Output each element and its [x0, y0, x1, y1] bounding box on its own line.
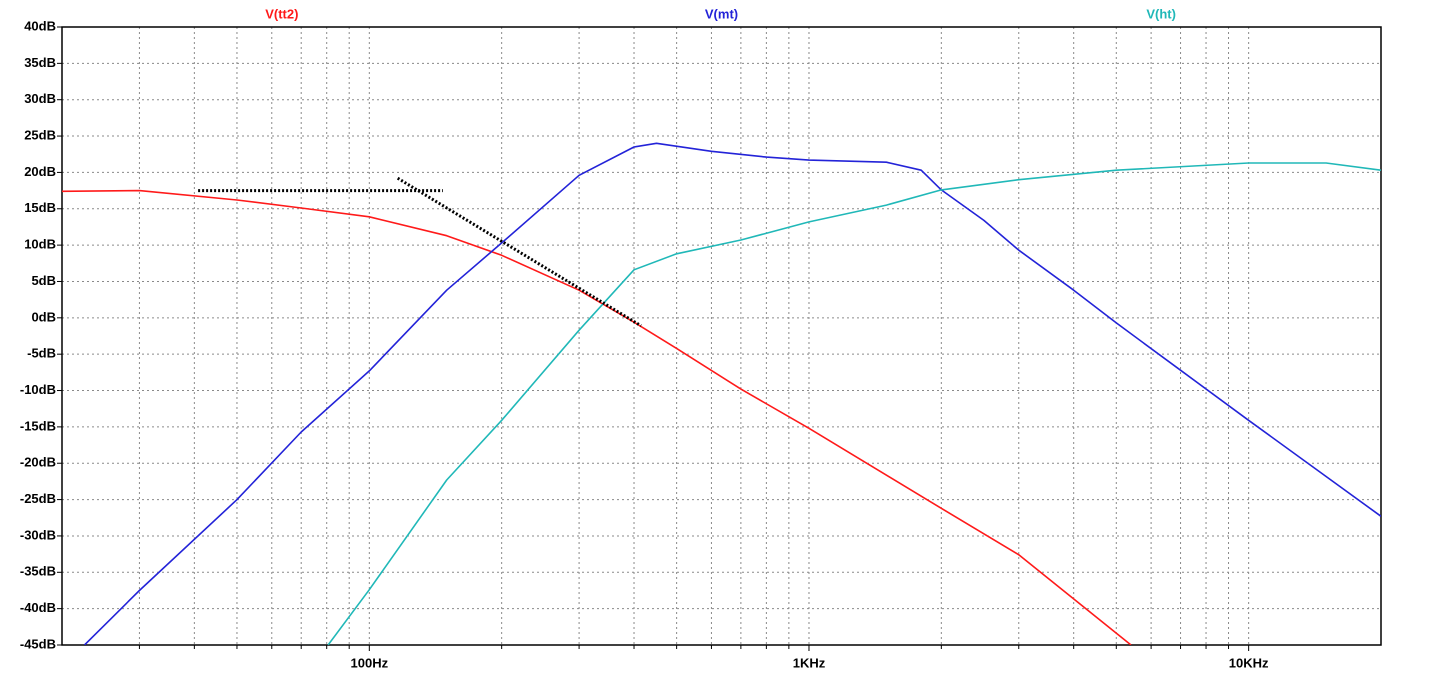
x-tick-label: 10KHz — [1229, 655, 1269, 670]
series-line — [83, 142, 1381, 645]
legend-label: V(tt2) — [265, 6, 298, 21]
legend-label: V(ht) — [1146, 6, 1176, 21]
y-tick-label: -10dB — [20, 382, 56, 397]
y-tick-label: 30dB — [24, 91, 56, 106]
series-line — [62, 189, 1132, 645]
legend-label: V(mt) — [705, 6, 738, 21]
y-tick-label: 0dB — [31, 309, 56, 324]
y-tick-label: 35dB — [24, 55, 56, 70]
y-tick-label: -45dB — [20, 636, 56, 651]
plot-frame — [61, 26, 1382, 646]
y-tick-label: 15dB — [24, 200, 56, 215]
x-tick-label: 100Hz — [351, 655, 389, 670]
y-tick-label: 5dB — [31, 273, 56, 288]
y-tick-label: 20dB — [24, 164, 56, 179]
x-tick-label: 1KHz — [793, 655, 826, 670]
y-tick-label: 40dB — [24, 18, 56, 33]
y-tick-label: -5dB — [27, 346, 56, 361]
y-tick-label: 10dB — [24, 237, 56, 252]
series-line — [327, 162, 1381, 645]
y-tick-label: -15dB — [20, 418, 56, 433]
y-tick-label: -35dB — [20, 564, 56, 579]
y-tick-label: -30dB — [20, 527, 56, 542]
y-tick-label: -25dB — [20, 491, 56, 506]
y-tick-label: -20dB — [20, 455, 56, 470]
annotation-line — [396, 176, 642, 328]
plot-area — [62, 142, 1381, 645]
y-tick-label: 25dB — [24, 127, 56, 142]
y-tick-label: -40dB — [20, 600, 56, 615]
